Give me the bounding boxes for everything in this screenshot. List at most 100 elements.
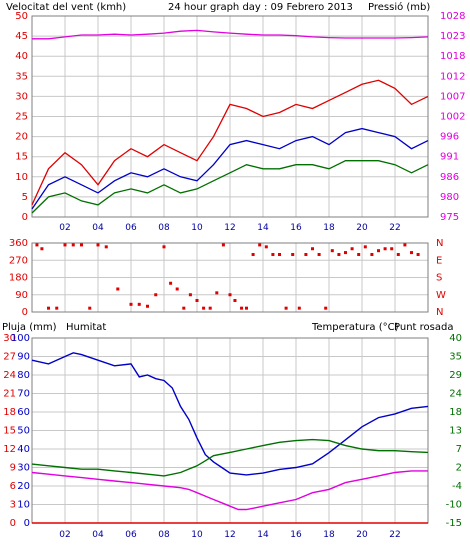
- humidity-ytick-label: 30: [17, 463, 30, 474]
- rain-ytick-label: 21: [3, 389, 16, 400]
- wind-ytick-label: 15: [15, 152, 28, 163]
- wind-xtick-label: 08: [158, 223, 170, 233]
- direction-point: [278, 253, 281, 256]
- direction-point: [291, 253, 295, 256]
- direction-point: [47, 306, 50, 310]
- direction-point: [284, 306, 288, 310]
- direction-ytick-label: 90: [15, 290, 28, 301]
- lower-xtick-label: 20: [356, 530, 368, 540]
- pressure-ytick-label: 991: [440, 152, 459, 163]
- lower-xtick-label: 18: [323, 530, 335, 540]
- pressure-ytick-label: 996: [440, 132, 459, 143]
- direction-point: [383, 247, 387, 251]
- pressure-ytick-label: 1028: [440, 11, 465, 22]
- pressure-ytick-label: 975: [440, 212, 459, 223]
- wind-xtick-label: 22: [389, 223, 400, 233]
- direction-point: [202, 306, 206, 310]
- lower-xtick-label: 06: [125, 530, 137, 540]
- direction-point: [357, 253, 361, 256]
- wind-xtick-label: 20: [356, 223, 368, 233]
- pressure-axis-label: Pressió (mb): [368, 1, 430, 13]
- pressure-ytick-label: 1023: [440, 31, 465, 42]
- direction-point: [188, 293, 192, 297]
- humidity-ytick-label: 80: [17, 370, 30, 381]
- direction-point: [304, 253, 308, 256]
- humidity-ytick-label: 10: [17, 500, 30, 511]
- direction-point: [403, 243, 407, 247]
- direction-point: [215, 291, 219, 295]
- direction-compass-label: S: [436, 273, 442, 284]
- direction-point: [71, 243, 75, 247]
- lower-series-2: [31, 438, 429, 477]
- humidity-ytick-label: 40: [17, 444, 30, 455]
- temperature-ytick-label: 40: [449, 333, 462, 344]
- humidity-ytick-label: 90: [17, 352, 30, 363]
- direction-point: [251, 253, 255, 256]
- direction-point: [221, 243, 225, 247]
- wind-ytick-label: 50: [15, 11, 28, 22]
- rain-ytick-label: 3: [10, 500, 16, 511]
- direction-point: [344, 251, 347, 255]
- direction-point: [169, 281, 173, 285]
- humidity-ytick-label: 0: [24, 518, 30, 529]
- direction-point: [116, 287, 120, 291]
- wind-xtick-label: 02: [59, 223, 70, 233]
- lower-series-1: [31, 352, 429, 476]
- wind-ytick-label: 40: [15, 51, 28, 62]
- wind-ytick-label: 45: [15, 31, 28, 42]
- direction-ytick-label: 0: [22, 307, 28, 318]
- humidity-ytick-label: 100: [11, 333, 30, 344]
- direction-compass-label: W: [436, 290, 446, 301]
- wind-ytick-label: 30: [15, 91, 28, 102]
- lower-xtick-label: 04: [92, 530, 104, 540]
- temperature-ytick-label: 2: [456, 463, 462, 474]
- pressure-ytick-label: 980: [440, 192, 459, 203]
- direction-panel-frame: [31, 242, 429, 313]
- rain-ytick-label: 15: [3, 426, 16, 437]
- direction-point: [370, 253, 374, 256]
- dewpoint-axis-label: Punt rosada: [394, 322, 453, 333]
- wind-xtick-label: 04: [92, 223, 104, 233]
- direction-ytick-label: 360: [9, 238, 28, 249]
- wind-xtick-label: 12: [224, 223, 235, 233]
- wind-ytick-label: 20: [15, 132, 28, 143]
- direction-point: [182, 306, 186, 310]
- lower-series-3: [31, 470, 428, 511]
- wind-ytick-label: 5: [22, 192, 28, 203]
- direction-point: [146, 304, 149, 308]
- pressure-ytick-label: 986: [440, 172, 459, 183]
- wind-ytick-label: 35: [15, 71, 28, 82]
- humidity-ytick-label: 50: [17, 426, 30, 437]
- rain-ytick-label: 27: [3, 352, 16, 363]
- direction-point: [330, 249, 334, 253]
- humidity-axis-label: Humitat: [66, 322, 106, 333]
- rain-ytick-label: 9: [10, 463, 16, 474]
- direction-point: [233, 299, 237, 302]
- direction-point: [40, 247, 44, 251]
- temperature-ytick-label: 29: [449, 370, 462, 381]
- direction-point: [195, 299, 199, 302]
- direction-point: [390, 247, 394, 251]
- temperature-ytick-label: 24: [449, 389, 462, 400]
- wind-ytick-label: 0: [22, 212, 28, 223]
- direction-point: [228, 293, 232, 297]
- lower-xtick-label: 14: [257, 530, 269, 540]
- lower-xtick-label: 10: [191, 530, 203, 540]
- direction-point: [137, 302, 141, 306]
- temperature-ytick-label: 7: [456, 444, 462, 455]
- wind-xtick-label: 14: [257, 223, 269, 233]
- humidity-ytick-label: 60: [17, 407, 30, 418]
- rain-ytick-label: 30: [3, 333, 16, 344]
- direction-point: [55, 306, 59, 310]
- pressure-ytick-label: 1012: [440, 71, 465, 82]
- direction-point: [410, 251, 413, 255]
- chart-title: 24 hour graph day : 09 Febrero 2013: [168, 2, 353, 13]
- direction-point: [240, 306, 244, 310]
- direction-point: [297, 306, 301, 310]
- direction-point: [35, 243, 39, 247]
- direction-compass-label: N: [436, 238, 443, 249]
- direction-point: [154, 293, 158, 297]
- temperature-ytick-label: -4: [452, 481, 462, 492]
